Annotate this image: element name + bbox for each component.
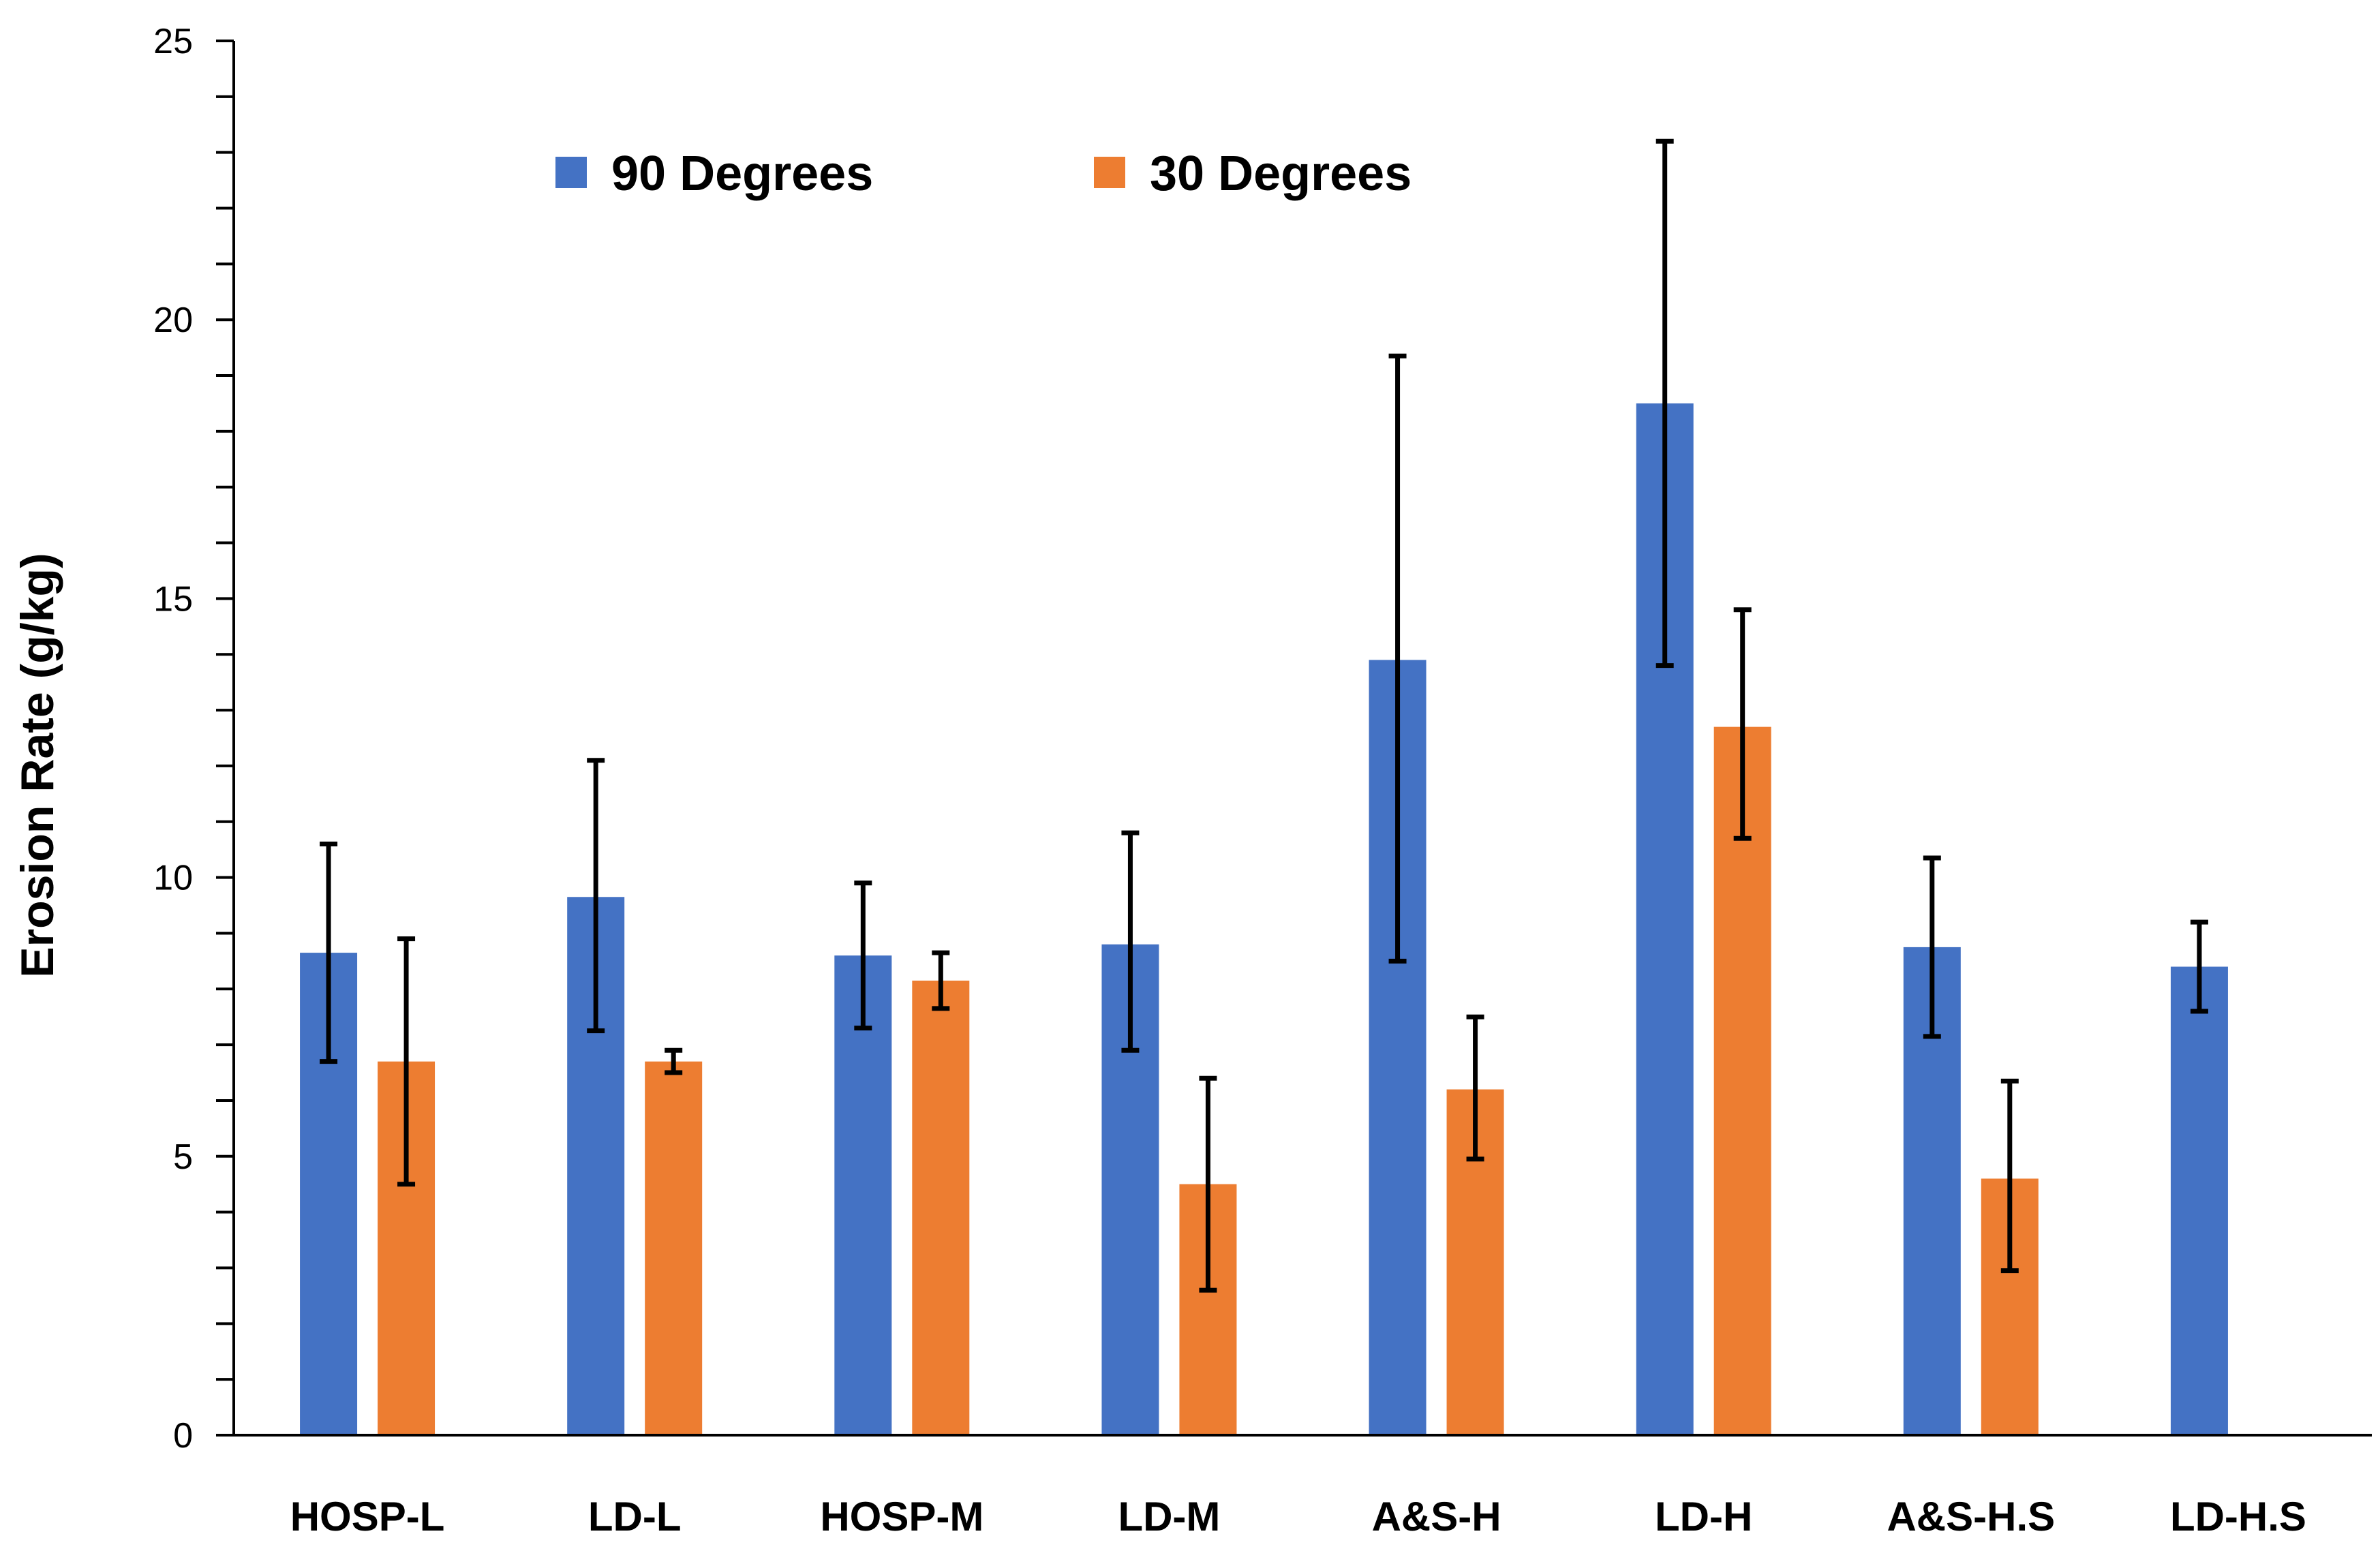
legend-swatch-30-degrees <box>1094 157 1125 188</box>
bar-90-degrees <box>834 955 892 1435</box>
y-tick-label: 20 <box>153 301 193 340</box>
bar-90-degrees <box>2170 966 2228 1435</box>
x-tick-label: HOSP-L <box>290 1494 445 1539</box>
bar-30-degrees <box>645 1061 703 1435</box>
y-tick-label: 5 <box>173 1137 193 1177</box>
axes-group <box>232 41 2372 1437</box>
y-tick-label: 0 <box>173 1416 193 1456</box>
y-tick-label: 25 <box>153 22 193 61</box>
legend-swatch-90-degrees <box>555 157 587 188</box>
legend-label-30-degrees: 30 Degrees <box>1150 147 1412 201</box>
y-ticks-group: 0 5 10 15 20 25 <box>153 22 234 1456</box>
legend-label-90-degrees: 90 Degrees <box>611 147 873 201</box>
x-tick-label: A&S-H <box>1372 1494 1501 1539</box>
x-tick-label: A&S-H.S <box>1887 1494 2055 1539</box>
bar-30-degrees <box>1713 726 1771 1435</box>
x-tick-label: LD-L <box>588 1494 682 1539</box>
x-tick-label: LD-H <box>1655 1494 1752 1539</box>
bar-30-degrees <box>912 981 970 1435</box>
x-tick-label: HOSP-M <box>820 1494 983 1539</box>
y-tick-label: 10 <box>153 859 193 898</box>
y-axis-title: Erosion Rate (g/kg) <box>12 553 63 977</box>
x-tick-labels-group: HOSP-L LD-L HOSP-M LD-M A&S-H LD-H A&S-H.S LD-H… <box>290 1494 2306 1539</box>
legend: 90 Degrees 30 Degrees <box>555 147 1412 201</box>
x-tick-label: LD-H.S <box>2170 1494 2306 1539</box>
bars-group <box>300 403 2228 1436</box>
error-bars-group <box>320 138 2208 1293</box>
x-tick-label: LD-M <box>1118 1494 1220 1539</box>
y-tick-label: 15 <box>153 579 193 619</box>
